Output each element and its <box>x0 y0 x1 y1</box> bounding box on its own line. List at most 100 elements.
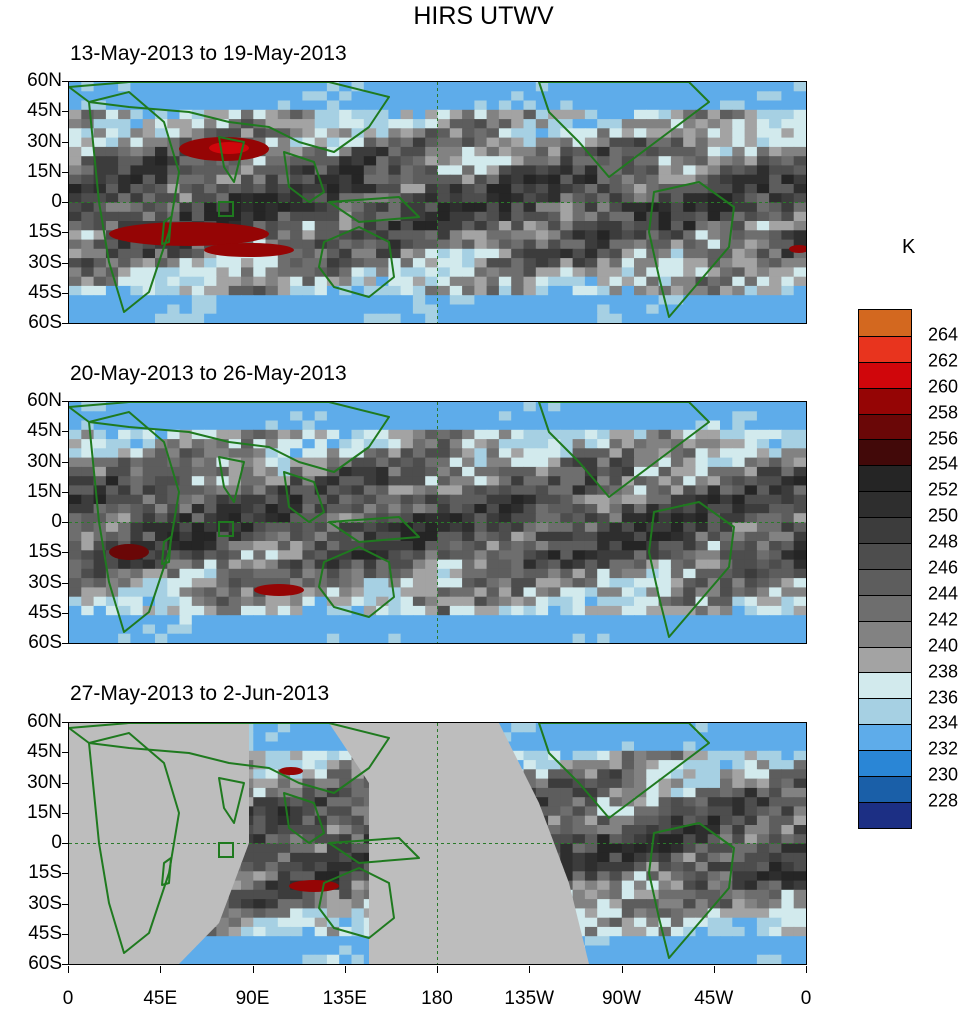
lon-label: 135W <box>504 988 555 1009</box>
colorbar-label: 264 <box>928 324 959 345</box>
colorbar-swatch <box>859 620 911 647</box>
map-field <box>69 82 806 323</box>
lat-label: 45N <box>27 420 62 442</box>
colorbar-swatch <box>859 776 911 802</box>
lon-tick <box>252 966 254 973</box>
lat-tick <box>62 461 68 463</box>
lat-label: 0 <box>51 191 62 212</box>
lat-label: 30S <box>28 571 62 593</box>
colorbar-swatch <box>859 387 911 414</box>
colorbar-swatch <box>859 543 911 569</box>
lon-tick <box>160 966 162 973</box>
lat-tick <box>62 81 68 82</box>
lat-tick <box>62 323 68 324</box>
lon-tick <box>621 966 623 973</box>
lon-label: 45E <box>143 988 178 1009</box>
colorbar-label: 228 <box>928 790 959 811</box>
lat-label: 15N <box>27 801 62 823</box>
colorbar-swatch <box>859 568 911 595</box>
lon-tick <box>437 966 438 973</box>
lat-tick <box>62 171 68 173</box>
lat-label: 30S <box>28 892 62 914</box>
colorbar-swatch <box>859 646 911 673</box>
lon-tick <box>68 966 69 973</box>
lon-label: 90E <box>235 988 270 1009</box>
colorbar-units: K <box>902 236 916 258</box>
colorbar-label: 230 <box>928 764 959 785</box>
lon-label: 45W <box>694 988 734 1009</box>
colorbar-label: 260 <box>928 376 959 397</box>
panel-2-label: 20-May-2013 to 26-May-2013 <box>70 362 347 385</box>
lat-tick <box>62 752 68 754</box>
lat-tick <box>62 873 68 875</box>
lat-tick <box>62 491 68 493</box>
lat-tick <box>62 843 68 844</box>
lat-label: 15N <box>27 480 62 502</box>
lat-tick <box>62 612 68 614</box>
colorbar-label: 238 <box>928 661 959 682</box>
panel-1-label: 13-May-2013 to 19-May-2013 <box>70 42 347 65</box>
lat-tick <box>62 643 68 644</box>
colorbar-label: 234 <box>928 712 959 733</box>
colorbar-swatch <box>859 750 911 777</box>
lat-label: 60N <box>27 711 62 732</box>
lon-label: 0 <box>800 988 812 1009</box>
lat-label: 45N <box>27 741 62 763</box>
colorbar-label: 246 <box>928 557 959 578</box>
colorbar-swatch <box>859 361 911 388</box>
lat-tick <box>62 292 68 294</box>
lat-tick <box>62 552 68 554</box>
lat-label: 30N <box>27 130 62 152</box>
colorbar-label: 248 <box>928 531 959 552</box>
colorbar-swatch <box>859 724 911 751</box>
lat-tick <box>62 111 68 113</box>
lat-tick <box>62 522 68 523</box>
colorbar-label: 232 <box>928 738 959 759</box>
lon-tick <box>529 966 531 973</box>
colorbar <box>858 309 912 829</box>
lat-label: 15S <box>28 541 62 563</box>
lat-label: 60S <box>28 632 62 653</box>
panel-3-label: 27-May-2013 to 2-Jun-2013 <box>70 682 330 705</box>
lat-tick <box>62 232 68 234</box>
colorbar-label: 240 <box>928 635 959 656</box>
lat-label: 60N <box>27 390 62 411</box>
lat-label: 45S <box>28 922 62 944</box>
lat-label: 60S <box>28 312 62 333</box>
lat-tick <box>62 903 68 905</box>
colorbar-label: 236 <box>928 687 959 707</box>
colorbar-swatch <box>859 413 911 440</box>
lon-tick <box>713 966 715 973</box>
map-panel-3 <box>68 722 807 965</box>
lat-tick <box>62 933 68 935</box>
colorbar-swatch <box>859 801 911 828</box>
colorbar-label: 242 <box>928 609 959 630</box>
lat-label: 45S <box>28 281 62 303</box>
lat-tick <box>62 141 68 143</box>
colorbar-swatch <box>859 465 911 492</box>
colorbar-swatch <box>859 594 911 621</box>
map-panel-1 <box>68 81 807 324</box>
colorbar-swatch <box>859 517 911 544</box>
lat-label: 30S <box>28 251 62 273</box>
map-field <box>69 402 806 643</box>
lat-tick <box>62 812 68 814</box>
colorbar-label: 250 <box>928 505 959 526</box>
lat-label: 15S <box>28 221 62 243</box>
colorbar-swatch <box>859 672 911 699</box>
colorbar-label: 258 <box>928 402 959 423</box>
lat-tick <box>62 431 68 433</box>
lat-tick <box>62 722 68 723</box>
colorbar-label: 244 <box>928 583 959 604</box>
lon-label: 135E <box>322 988 367 1009</box>
lat-label: 30N <box>27 450 62 472</box>
lat-label: 45S <box>28 601 62 623</box>
colorbar-label: 256 <box>928 428 959 448</box>
colorbar-swatch <box>859 439 911 466</box>
lat-tick <box>62 964 68 965</box>
lon-label: 90W <box>601 988 642 1009</box>
lat-label: 15N <box>27 160 62 182</box>
lat-tick <box>62 262 68 264</box>
lon-label: 180 <box>421 988 453 1009</box>
colorbar-label: 254 <box>928 453 959 474</box>
